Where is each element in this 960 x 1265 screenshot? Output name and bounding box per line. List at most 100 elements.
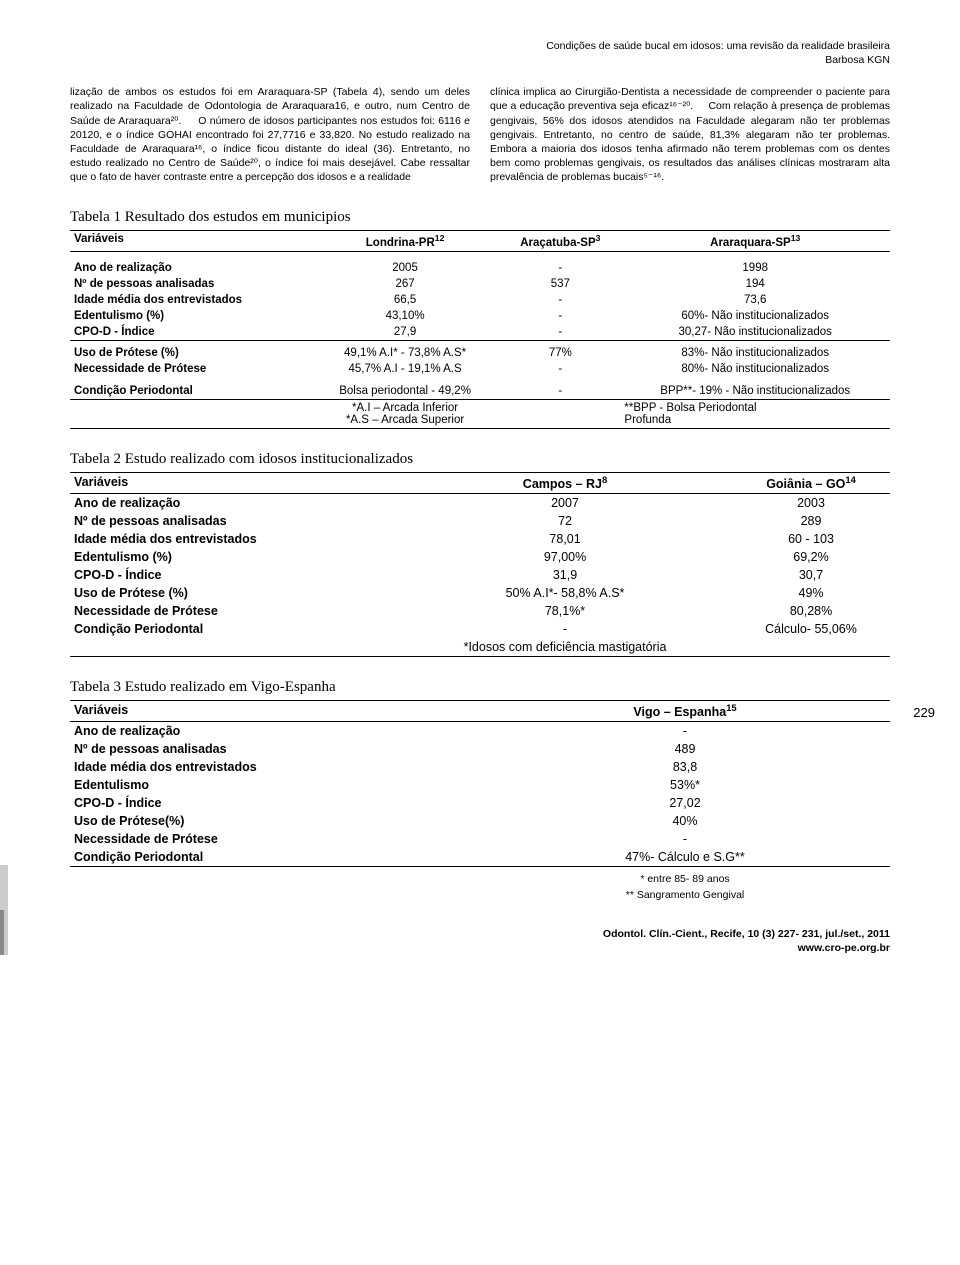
row-label: Necessidade de Prótese	[70, 602, 398, 620]
row-cell: Cálculo- 55,06%	[732, 620, 890, 638]
table-row: Uso de Prótese(%)40%	[70, 812, 890, 830]
row-cell: 2003	[732, 493, 890, 512]
row-cell: -	[500, 260, 620, 276]
row-cell: 40%	[480, 812, 890, 830]
table-row: Ano de realização2005-1998	[70, 260, 890, 276]
header-author: Barbosa KGN	[70, 54, 890, 68]
row-cell: 53%*	[480, 776, 890, 794]
row-label: Nº de pessoas analisadas	[70, 512, 398, 530]
row-label: Necessidade de Prótese	[70, 830, 480, 848]
table-row: Edentulismo53%*	[70, 776, 890, 794]
row-cell: 49,1% A.I* - 73,8% A.S*	[310, 345, 500, 361]
row-cell: 489	[480, 740, 890, 758]
footer: Odontol. Clín.-Cient., Recife, 10 (3) 22…	[70, 928, 890, 955]
row-cell: 60 - 103	[732, 530, 890, 548]
side-marker-dark	[0, 910, 4, 955]
page-number: 229	[913, 705, 935, 720]
table-row: Necessidade de Prótese-	[70, 830, 890, 848]
running-header: Condições de saúde bucal em idosos: uma …	[70, 40, 890, 67]
row-label: Ano de realização	[70, 260, 310, 276]
row-cell: 267	[310, 276, 500, 292]
row-cell: 31,9	[398, 566, 732, 584]
row-cell: 2005	[310, 260, 500, 276]
table-row: Necessidade de Prótese45,7% A.I - 19,1% …	[70, 361, 890, 377]
row-label: Uso de Prótese(%)	[70, 812, 480, 830]
row-cell: -	[500, 308, 620, 324]
row-label: CPO-D - Índice	[70, 324, 310, 341]
table-row: Necessidade de Prótese78,1%*80,28%	[70, 602, 890, 620]
table1: Variáveis Londrina-PR12 Araçatuba-SP3 Ar…	[70, 230, 890, 432]
table3-foot2: ** Sangramento Gengival	[480, 887, 890, 903]
row-cell: 27,02	[480, 794, 890, 812]
table-row: Idade média dos entrevistados78,0160 - 1…	[70, 530, 890, 548]
table-row: Condição Periodontal-Cálculo- 55,06%	[70, 620, 890, 638]
row-cell: Bolsa periodontal - 49,2%	[310, 383, 500, 400]
row-label: Ano de realização	[70, 493, 398, 512]
table1-title: Tabela 1 Resultado dos estudos em munici…	[70, 209, 890, 226]
table-row: Condição Periodontal47%- Cálculo e S.G**	[70, 848, 890, 867]
row-cell: 289	[732, 512, 890, 530]
row-cell: 27,9	[310, 324, 500, 341]
table-row: Nº de pessoas analisadas72289	[70, 512, 890, 530]
table2-head-c1: Campos – RJ8	[398, 472, 732, 493]
table-row: Nº de pessoas analisadas489	[70, 740, 890, 758]
row-cell: 97,00%	[398, 548, 732, 566]
table2-head-c2: Goiânia – GO14	[732, 472, 890, 493]
table2-head-var: Variáveis	[70, 472, 398, 493]
table3-title: Tabela 3 Estudo realizado em Vigo-Espanh…	[70, 679, 890, 696]
row-cell: 78,1%*	[398, 602, 732, 620]
row-cell: 78,01	[398, 530, 732, 548]
table2-title: Tabela 2 Estudo realizado com idosos ins…	[70, 451, 890, 468]
row-cell: 72	[398, 512, 732, 530]
table-row: Nº de pessoas analisadas267537194	[70, 276, 890, 292]
table3-head-c1: Vigo – Espanha15	[480, 700, 890, 721]
row-label: Nº de pessoas analisadas	[70, 276, 310, 292]
row-cell: -	[480, 830, 890, 848]
header-title: Condições de saúde bucal em idosos: uma …	[70, 40, 890, 54]
row-cell: BPP**- 19% - Não institucionalizados	[620, 383, 890, 400]
body-col-right: clínica implica ao Cirurgião-Dentista a …	[490, 85, 890, 184]
table-row: CPO-D - Índice31,930,7	[70, 566, 890, 584]
row-label: CPO-D - Índice	[70, 566, 398, 584]
row-cell: 77%	[500, 345, 620, 361]
row-cell: 49%	[732, 584, 890, 602]
row-label: Condição Periodontal	[70, 848, 480, 867]
table-row: Condição PeriodontalBolsa periodontal - …	[70, 383, 890, 400]
table-row: Edentulismo (%)97,00%69,2%	[70, 548, 890, 566]
row-label: Condição Periodontal	[70, 383, 310, 400]
row-cell: -	[500, 324, 620, 341]
table1-head-c2: Araçatuba-SP3	[500, 231, 620, 252]
body-text: lização de ambos os estudos foi em Arara…	[70, 85, 890, 184]
row-cell: 537	[500, 276, 620, 292]
row-cell: 66,5	[310, 292, 500, 308]
table3-head-var: Variáveis	[70, 700, 480, 721]
row-label: Necessidade de Prótese	[70, 361, 310, 377]
table1-foot-right: **BPP - Bolsa PeriodontalProfunda	[620, 399, 890, 428]
row-cell: 83%- Não institucionalizados	[620, 345, 890, 361]
table-row: CPO-D - Índice27,02	[70, 794, 890, 812]
table2: Variáveis Campos – RJ8 Goiânia – GO14 An…	[70, 472, 890, 661]
row-cell: 47%- Cálculo e S.G**	[480, 848, 890, 867]
table-row: Idade média dos entrevistados66,5-73,6	[70, 292, 890, 308]
row-label: Uso de Prótese (%)	[70, 584, 398, 602]
table-row: Uso de Prótese (%)50% A.I*- 58,8% A.S*49…	[70, 584, 890, 602]
table-row: Edentulismo (%)43,10%-60%- Não instituci…	[70, 308, 890, 324]
table1-head-var: Variáveis	[70, 231, 310, 252]
table-row: CPO-D - Índice27,9-30,27- Não institucio…	[70, 324, 890, 341]
row-label: CPO-D - Índice	[70, 794, 480, 812]
row-cell: -	[500, 292, 620, 308]
row-label: Edentulismo (%)	[70, 308, 310, 324]
table3-foot1: * entre 85- 89 anos	[480, 871, 890, 887]
row-cell: 60%- Não institucionalizados	[620, 308, 890, 324]
row-cell: -	[500, 361, 620, 377]
row-label: Edentulismo (%)	[70, 548, 398, 566]
footer-citation: Odontol. Clín.-Cient., Recife, 10 (3) 22…	[70, 928, 890, 942]
row-cell: 80,28%	[732, 602, 890, 620]
row-cell: -	[500, 383, 620, 400]
row-label: Idade média dos entrevistados	[70, 530, 398, 548]
row-cell: 73,6	[620, 292, 890, 308]
row-cell: 50% A.I*- 58,8% A.S*	[398, 584, 732, 602]
row-label: Ano de realização	[70, 722, 480, 741]
row-label: Edentulismo	[70, 776, 480, 794]
table-row: Ano de realização-	[70, 722, 890, 741]
